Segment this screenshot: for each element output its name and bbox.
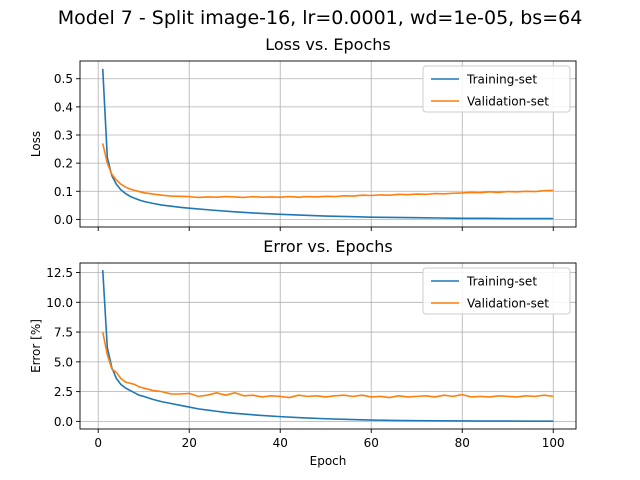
chart1-ytick-label-2: 0.2 xyxy=(54,157,73,171)
chart2-legend-label-2: Validation-set xyxy=(467,297,549,311)
chart2-title: Error vs. Epochs xyxy=(263,237,392,256)
chart1-series-2-line xyxy=(101,143,554,199)
chart1-ytick-label-5: 0.5 xyxy=(54,72,73,86)
chart1-ytick-label-0: 0.0 xyxy=(54,213,73,227)
chart1-ylabel: Loss xyxy=(29,131,43,157)
chart2-ytick-label-3: 7.5 xyxy=(54,326,73,340)
figure-suptitle: Model 7 - Split image-16, lr=0.0001, wd=… xyxy=(58,7,583,29)
subplots: 0.0 0.1 0.2 0.3 0.4 0.5 Loss vs. Epochs Loss Tra… xyxy=(29,35,577,468)
chart2-panel: 0 20 40 60 80 100 0.0 2.5 5.0 7.5 10.0 12.5 Error vs… xyxy=(29,237,577,468)
chart1-legend-box xyxy=(422,65,571,113)
chart2-xtick-label-2: 40 xyxy=(273,436,288,450)
chart2-legend-label-1: Training-set xyxy=(466,275,537,289)
chart2-ytick-label-5: 12.5 xyxy=(46,266,73,280)
chart1-ytick-label-3: 0.3 xyxy=(54,128,73,142)
chart1-ytick-label-4: 0.4 xyxy=(54,100,73,114)
chart2-xtick-label-0: 0 xyxy=(94,436,102,450)
chart2-ytick-label-4: 10.0 xyxy=(46,296,73,310)
chart2-ytick-label-2: 5.0 xyxy=(54,355,73,369)
chart2-legend: Training-set Validation-set xyxy=(422,267,571,315)
chart1-legend-label-1: Training-set xyxy=(466,73,537,87)
chart2-axes-frame xyxy=(79,262,577,430)
chart2-xtick-label-5: 100 xyxy=(542,436,565,450)
chart2-legend-box xyxy=(422,267,571,315)
chart2-series-1-line xyxy=(101,270,554,422)
chart2-ytick-label-0: 0.0 xyxy=(54,415,73,429)
chart2-xlabel: Epoch xyxy=(310,454,347,468)
chart1-series-1-line xyxy=(101,68,554,220)
chart2-ytick-label-1: 2.5 xyxy=(54,385,73,399)
chart2-xtick-label-4: 80 xyxy=(455,436,470,450)
chart1-legend-label-2: Validation-set xyxy=(467,95,549,109)
chart1-ytick-label-1: 0.1 xyxy=(54,185,73,199)
chart2-xtick-label-1: 20 xyxy=(182,436,197,450)
chart2-ylabel: Error [%] xyxy=(29,319,43,373)
chart1-title: Loss vs. Epochs xyxy=(265,35,390,54)
chart2-series-2-line xyxy=(101,331,554,399)
chart1-panel: 0.0 0.1 0.2 0.3 0.4 0.5 Loss vs. Epochs Loss Tra… xyxy=(29,35,577,231)
chart1-legend: Training-set Validation-set xyxy=(422,65,571,113)
chart1-axes-frame xyxy=(79,60,577,228)
chart2-xtick-label-3: 60 xyxy=(364,436,379,450)
